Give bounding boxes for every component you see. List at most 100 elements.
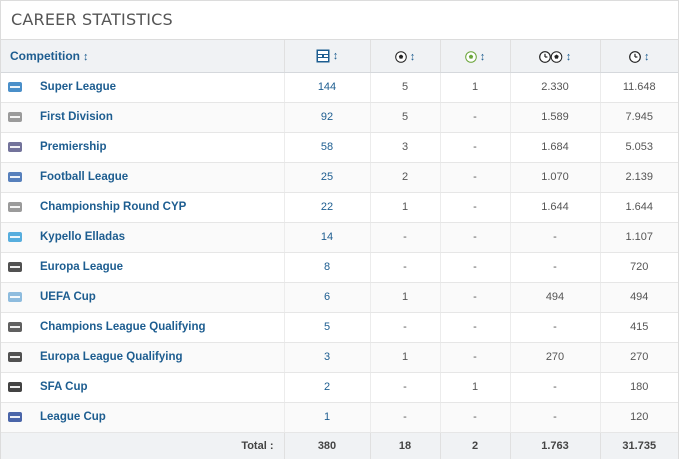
- competition-logo-icon: [8, 112, 22, 122]
- ball-icon: [394, 50, 407, 63]
- assists-cell: -: [439, 252, 510, 283]
- minutes-per-goal-cell: -: [509, 372, 600, 403]
- table-row: Football League 25 2-1.070 2.139: [1, 162, 678, 193]
- competition-link[interactable]: Europa League Qualifying: [40, 351, 183, 363]
- competition-logo-icon: [8, 142, 22, 152]
- total-minutes-per-goal: 1.763: [509, 431, 600, 459]
- assists-cell: 1: [439, 72, 510, 103]
- competition-link[interactable]: Champions League Qualifying: [40, 321, 206, 333]
- minutes-per-goal-cell: -: [509, 312, 600, 343]
- total-assists: 2: [439, 431, 510, 459]
- competition-link[interactable]: First Division: [40, 111, 113, 123]
- competition-cell: UEFA Cup: [1, 282, 284, 313]
- assist-ball-icon: [464, 50, 477, 63]
- competition-link[interactable]: Premiership: [40, 141, 107, 153]
- goals-cell: -: [369, 402, 440, 433]
- competition-link[interactable]: League Cup: [40, 411, 106, 423]
- goals-cell: -: [369, 312, 440, 343]
- appearances-column-header[interactable]: ↕: [283, 40, 370, 73]
- appearances-cell[interactable]: 3: [283, 342, 370, 373]
- minutes-per-goal-column-header[interactable]: ↕: [509, 40, 600, 73]
- competition-cell: Football League: [1, 162, 284, 193]
- minutes-cell: 1.107: [599, 222, 678, 253]
- sort-icon: ↕: [332, 50, 339, 63]
- competition-column-header[interactable]: Competition ↕: [1, 40, 284, 73]
- minutes-cell: 1.644: [599, 192, 678, 223]
- competition-link[interactable]: Football League: [40, 171, 129, 183]
- competition-link[interactable]: Super League: [40, 81, 117, 93]
- minutes-per-goal-cell: 270: [509, 342, 600, 373]
- appearances-cell[interactable]: 58: [283, 132, 370, 163]
- minutes-cell: 7.945: [599, 102, 678, 133]
- competition-logo-icon: [8, 412, 22, 422]
- competition-link[interactable]: SFA Cup: [40, 381, 88, 393]
- minutes-per-goal-cell: -: [509, 252, 600, 283]
- competition-logo-icon: [8, 172, 22, 182]
- minutes-cell: 270: [599, 342, 678, 373]
- assists-cell: 1: [439, 372, 510, 403]
- minutes-cell: 5.053: [599, 132, 678, 163]
- competition-link[interactable]: Europa League: [40, 261, 124, 273]
- minutes-per-goal-cell: 494: [509, 282, 600, 313]
- appearances-cell[interactable]: 92: [283, 102, 370, 133]
- minutes-per-goal-cell: -: [509, 402, 600, 433]
- total-appearances: 380: [283, 431, 370, 459]
- minutes-per-goal-cell: 1.644: [509, 192, 600, 223]
- table-row: SFA Cup 2-1-180: [1, 372, 678, 403]
- goals-cell: 2: [369, 162, 440, 193]
- lineup-icon: [316, 49, 330, 63]
- appearances-cell[interactable]: 2: [283, 372, 370, 403]
- competition-cell: First Division: [1, 102, 284, 133]
- minutes-per-goal-cell: 2.330: [509, 72, 600, 103]
- minutes-cell: 120: [599, 402, 678, 433]
- goals-column-header[interactable]: ↕: [369, 40, 440, 73]
- appearances-cell[interactable]: 5: [283, 312, 370, 343]
- panel-title: CAREER STATISTICS: [1, 1, 678, 40]
- competition-cell: Championship Round CYP: [1, 192, 284, 223]
- minutes-column-header[interactable]: ↕: [599, 40, 678, 73]
- totals-row: Total : 380 18 2 1.763 31.735: [1, 431, 678, 459]
- appearances-cell[interactable]: 14: [283, 222, 370, 253]
- table-row: Premiership 58 3-1.684 5.053: [1, 132, 678, 163]
- appearances-cell[interactable]: 25: [283, 162, 370, 193]
- goals-cell: -: [369, 372, 440, 403]
- appearances-cell[interactable]: 8: [283, 252, 370, 283]
- table-header-row: Competition ↕ ↕ ↕: [1, 40, 678, 73]
- competition-cell: Champions League Qualifying: [1, 312, 284, 343]
- sort-icon: ↕: [409, 50, 416, 63]
- competition-link[interactable]: Championship Round CYP: [40, 201, 187, 213]
- competition-link[interactable]: Kypello Elladas: [40, 231, 126, 243]
- table-row: Europa League Qualifying 3 1-270 270: [1, 342, 678, 373]
- goals-cell: 1: [369, 282, 440, 313]
- minutes-cell: 180: [599, 372, 678, 403]
- minutes-per-goal-cell: -: [509, 222, 600, 253]
- minutes-per-goal-cell: 1.684: [509, 132, 600, 163]
- appearances-cell[interactable]: 6: [283, 282, 370, 313]
- assists-cell: -: [439, 192, 510, 223]
- competition-link[interactable]: UEFA Cup: [40, 291, 96, 303]
- table-row: Champions League Qualifying 5- - -415: [1, 312, 678, 343]
- assists-cell: -: [439, 132, 510, 163]
- minutes-per-goal-cell: 1.070: [509, 162, 600, 193]
- sort-icon: ↕: [565, 50, 572, 63]
- table-row: First Division 92 5-1.589 7.945: [1, 102, 678, 133]
- minutes-per-goal-cell: 1.589: [509, 102, 600, 133]
- assists-column-header[interactable]: ↕: [439, 40, 510, 73]
- goals-cell: 1: [369, 342, 440, 373]
- competition-cell: Premiership: [1, 132, 284, 163]
- total-goals: 18: [369, 431, 440, 459]
- competition-cell: League Cup: [1, 402, 284, 433]
- sort-icon: ↕: [644, 50, 650, 63]
- table-row: League Cup 1- - -120: [1, 402, 678, 433]
- competition-logo-icon: [8, 82, 22, 92]
- appearances-cell[interactable]: 22: [283, 192, 370, 223]
- competition-logo-icon: [8, 382, 22, 392]
- clock-ball-icon: [538, 50, 563, 63]
- goals-cell: 5: [369, 102, 440, 133]
- goals-cell: 5: [369, 72, 440, 103]
- minutes-cell: 415: [599, 312, 678, 343]
- appearances-cell[interactable]: 1: [283, 402, 370, 433]
- goals-cell: -: [369, 252, 440, 283]
- appearances-cell[interactable]: 144: [283, 72, 370, 103]
